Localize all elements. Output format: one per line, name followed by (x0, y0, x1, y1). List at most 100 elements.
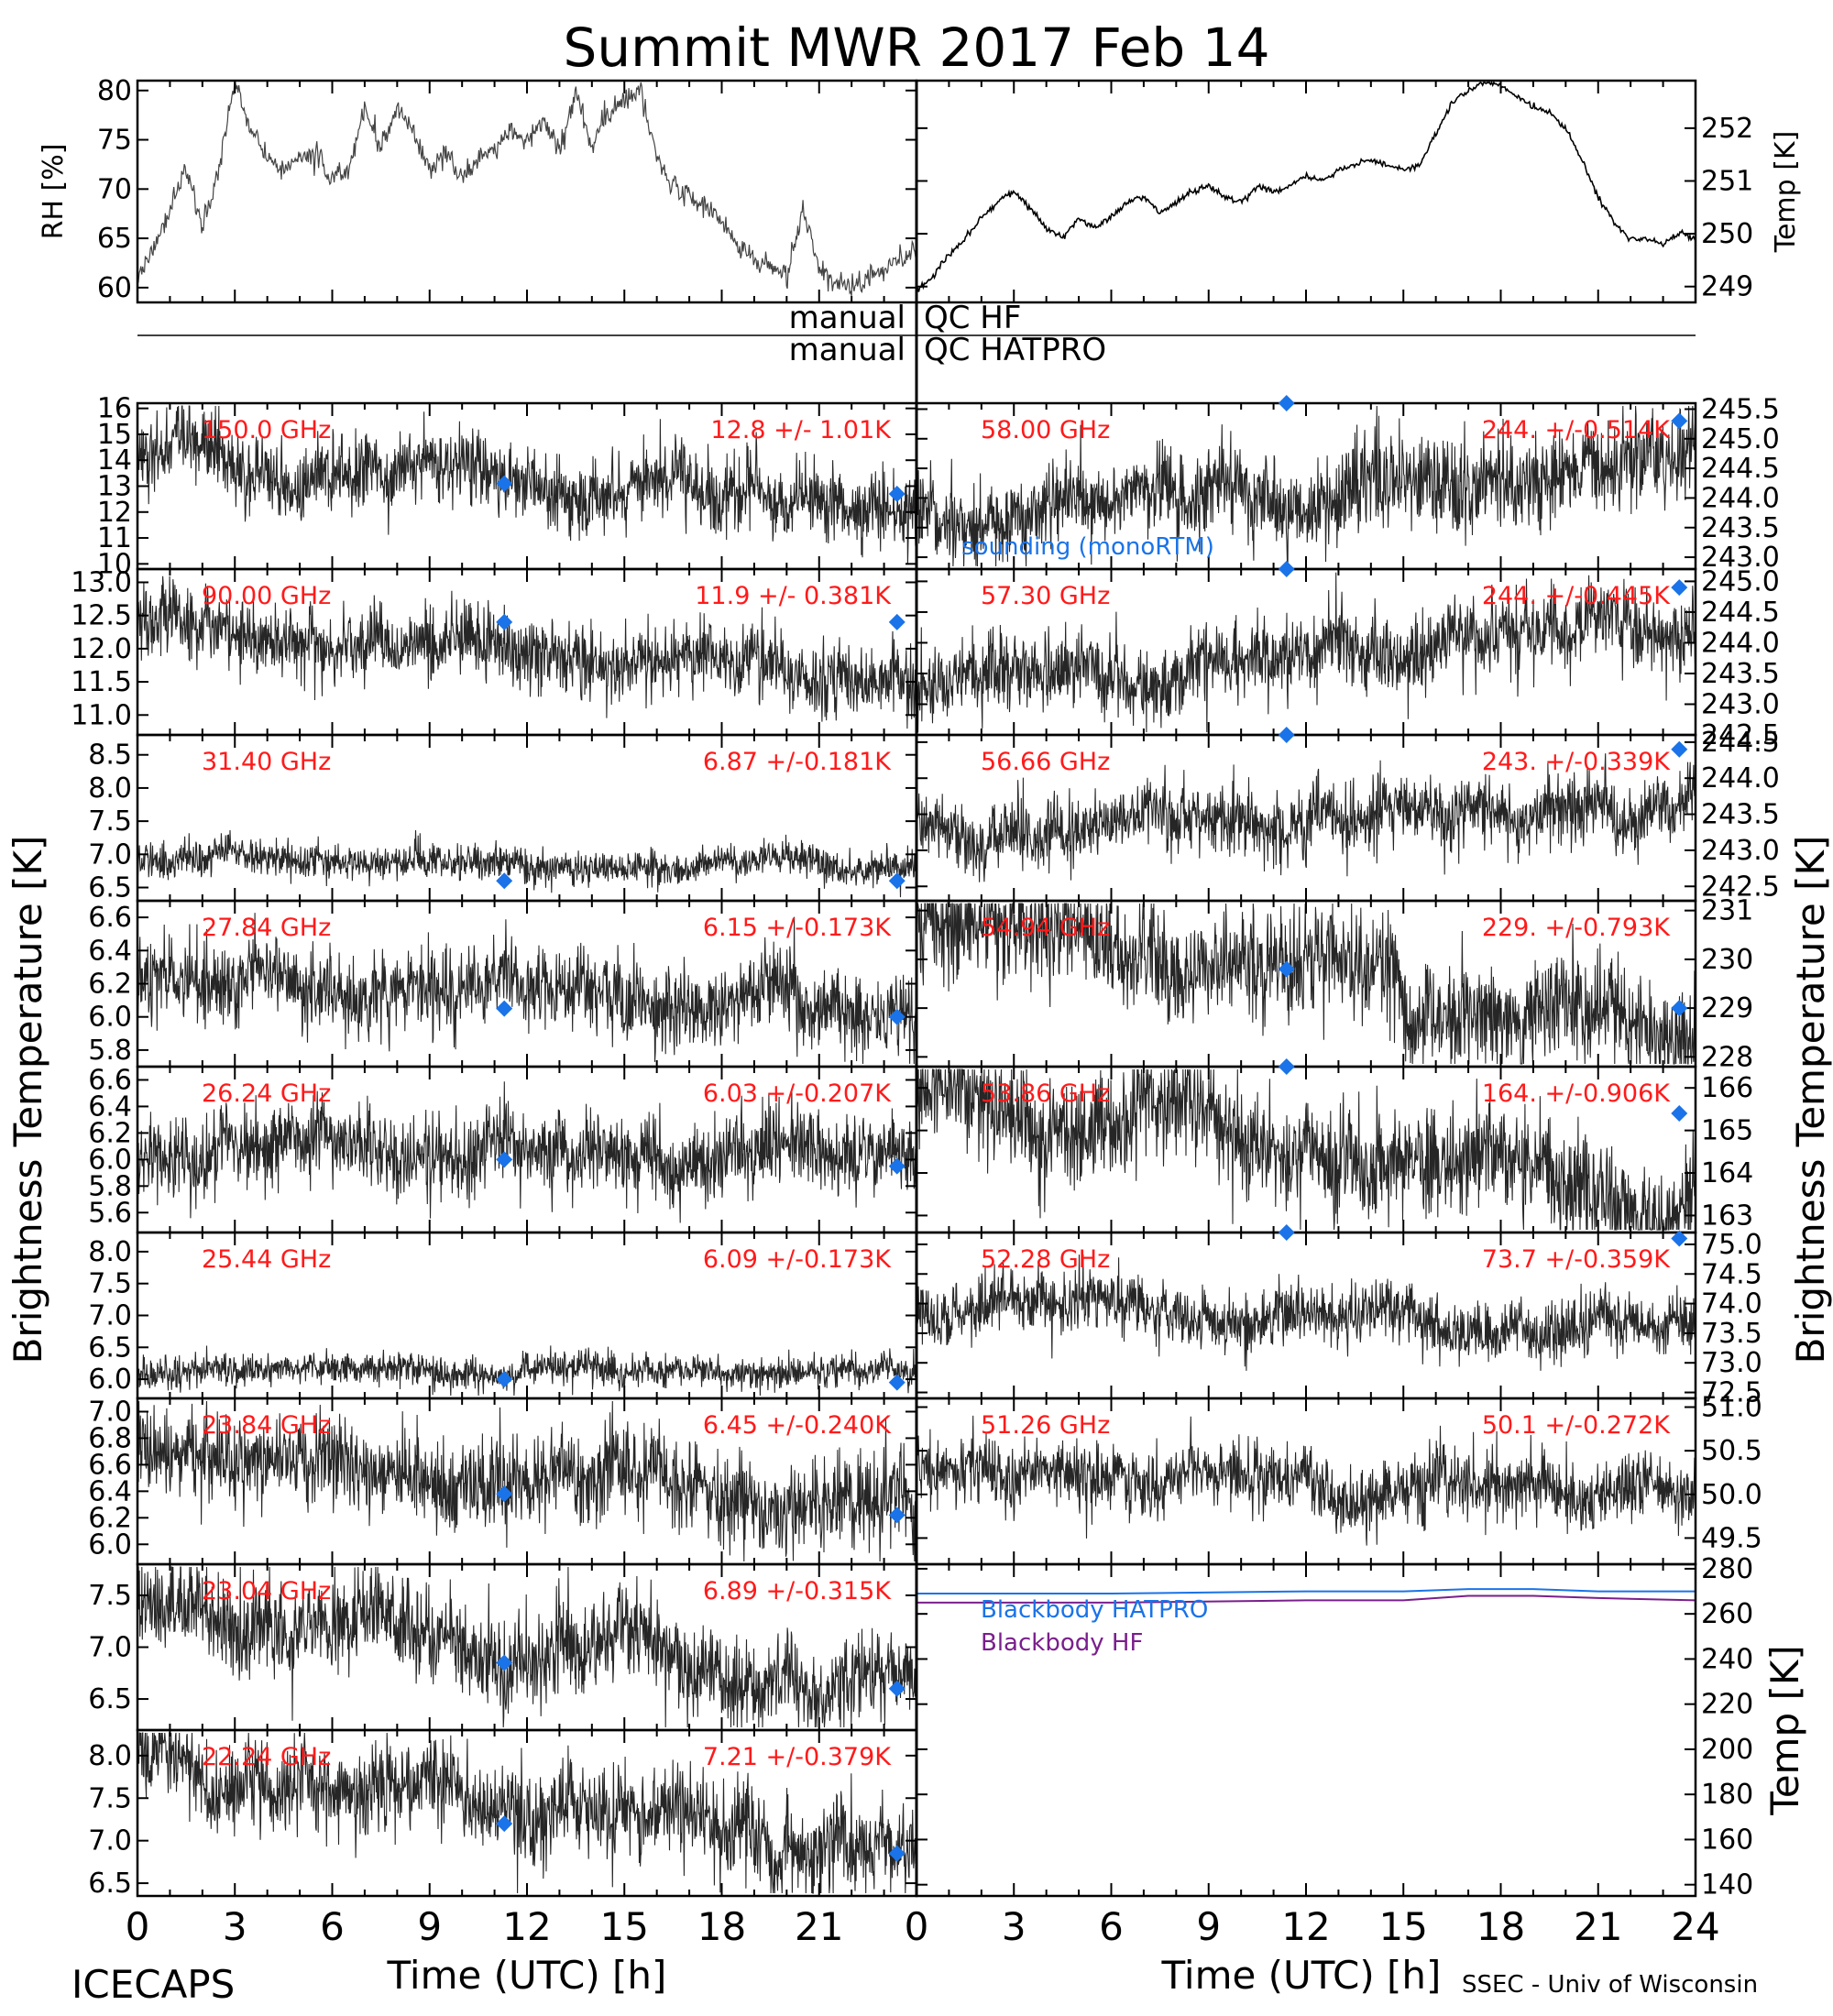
sounding-marker (1671, 1000, 1688, 1017)
y-tick-label: 280 (1701, 1553, 1753, 1585)
frequency-label: 90.00 GHz (202, 582, 331, 610)
y-tick-label: 51.0 (1701, 1392, 1762, 1424)
y-tick-label: 163 (1701, 1200, 1753, 1232)
blackbody-axis-label: Temp [K] (1762, 1645, 1807, 1816)
y-tick-label: 8.0 (88, 772, 132, 805)
frequency-label: 23.04 GHz (202, 1577, 331, 1605)
x-tick-label: 9 (417, 1904, 442, 1949)
y-tick-label: 12 (97, 497, 132, 529)
y-tick-label: 164 (1701, 1157, 1753, 1189)
x-tick-label: 6 (320, 1904, 345, 1949)
data-trace (916, 1068, 1696, 1232)
y-tick-label: 14 (97, 444, 132, 477)
x-tick-label: 21 (795, 1904, 843, 1949)
y-tick-label: 250 (1701, 218, 1753, 250)
x-tick-label: 0 (905, 1904, 929, 1949)
sounding-marker (496, 1000, 513, 1017)
sounding-marker (1671, 1230, 1688, 1247)
sounding-marker (496, 1815, 513, 1833)
data-trace (916, 572, 1696, 733)
y-tick-label: 231 (1701, 895, 1753, 927)
y-tick-label: 72.5 (1701, 1377, 1762, 1409)
y-tick-label: 6.5 (88, 1868, 132, 1900)
y-tick-label: 229 (1701, 992, 1753, 1024)
stat-label: 6.89 +/-0.315K (703, 1577, 892, 1605)
qc-hatpro-left: manual (789, 332, 906, 368)
legend-hf: Blackbody HF (981, 1629, 1143, 1657)
panel-c53: 163 164 165 166 53.86 GHz 164. +/-0.906K (915, 1058, 1753, 1234)
y-tick-label: 16 (97, 393, 132, 425)
frequency-label: 57.30 GHz (981, 582, 1110, 610)
frequency-label: 51.26 GHz (981, 1411, 1110, 1440)
right-side-label: Brightness Temperature [K] (1788, 836, 1833, 1364)
stat-label: 243. +/-0.339K (1482, 748, 1671, 776)
blackbody-line (916, 1594, 1696, 1604)
y-tick-label: 6.6 (88, 1449, 132, 1481)
x-tick-label: 15 (600, 1904, 649, 1949)
y-tick-label: 8.5 (88, 740, 132, 772)
data-trace (137, 913, 917, 1065)
y-tick-label: 5.8 (88, 1035, 132, 1067)
frequency-label: 53.86 GHz (981, 1079, 1110, 1108)
panel-rh: 60 65 70 75 80 RH [%] (38, 75, 918, 304)
y-tick-label: 7.0 (88, 1396, 132, 1428)
y-tick-label: 11.5 (71, 666, 132, 698)
y-tick-label: 12.0 (71, 633, 132, 665)
sounding-marker (1671, 412, 1688, 430)
sounding-marker (888, 613, 906, 630)
y-tick-label: 6.0 (88, 1528, 132, 1561)
footer-right: SSEC - Univ of Wisconsin (1462, 1971, 1758, 1999)
stat-label: 229. +/-0.793K (1482, 914, 1671, 942)
data-trace (137, 829, 917, 898)
y-tick-label: 242.5 (1701, 719, 1780, 751)
y-tick-label: 6.0 (88, 1144, 132, 1176)
y-tick-label: 65 (97, 223, 132, 255)
frequency-label: 58.00 GHz (981, 416, 1110, 444)
y-tick-label: 180 (1701, 1779, 1753, 1811)
x-tick-label: 18 (1476, 1904, 1525, 1949)
y-tick-label: 200 (1701, 1734, 1753, 1766)
y-tick-label: 6.4 (88, 935, 132, 967)
panel-c51: 49.5 50.0 50.5 51.0 51.26 GHz 50.1 +/-0.272K (915, 1392, 1762, 1566)
data-trace (137, 1400, 917, 1562)
panel-frame (136, 79, 918, 304)
y-tick-label: 5.8 (88, 1170, 132, 1202)
y-tick-label: 6.5 (88, 1683, 132, 1715)
sounding-marker (1671, 1105, 1688, 1123)
stat-label: 6.87 +/-0.181K (703, 748, 892, 776)
frequency-label: 31.40 GHz (202, 748, 331, 776)
stat-label: 12.8 +/- 1.01K (710, 416, 892, 444)
x-tick-label: 15 (1379, 1904, 1428, 1949)
y-tick-label: 7.5 (88, 1782, 132, 1814)
sounding-marker (496, 1654, 513, 1671)
y-tick-label: 243.5 (1701, 799, 1780, 831)
data-trace (916, 405, 1696, 567)
sounding-marker (888, 1157, 906, 1175)
frequency-label: 22.24 GHz (202, 1743, 331, 1771)
data-trace (916, 1415, 1696, 1546)
data-trace (916, 753, 1696, 882)
temp-axis-label: Temp [K] (1770, 131, 1802, 254)
stat-label: 6.03 +/-0.207K (703, 1079, 892, 1108)
y-tick-label: 243.0 (1701, 688, 1780, 720)
x-tick-label: 3 (1002, 1904, 1026, 1949)
y-tick-label: 160 (1701, 1824, 1753, 1856)
stat-label: 6.15 +/-0.173K (703, 914, 892, 942)
y-tick-label: 244.0 (1701, 482, 1780, 514)
stat-label: 244. +/-0.514K (1482, 416, 1671, 444)
rh-trace (137, 82, 917, 297)
panel-temp: 249 250 251 252 Temp [K] (915, 79, 1802, 304)
y-tick-label: 73.0 (1701, 1347, 1762, 1379)
y-tick-label: 7.0 (88, 1632, 132, 1664)
x-tick-label: 12 (1281, 1904, 1330, 1949)
y-tick-label: 243.5 (1701, 512, 1780, 544)
sounding-marker (888, 1680, 906, 1697)
y-tick-label: 7.0 (88, 1825, 132, 1857)
y-tick-label: 6.2 (88, 1117, 132, 1149)
sounding-marker (888, 1845, 906, 1862)
x-tick-label: 0 (126, 1904, 150, 1949)
sounding-marker (1671, 740, 1688, 758)
x-tick-label: 12 (502, 1904, 551, 1949)
y-tick-label: 6.0 (88, 1002, 132, 1034)
